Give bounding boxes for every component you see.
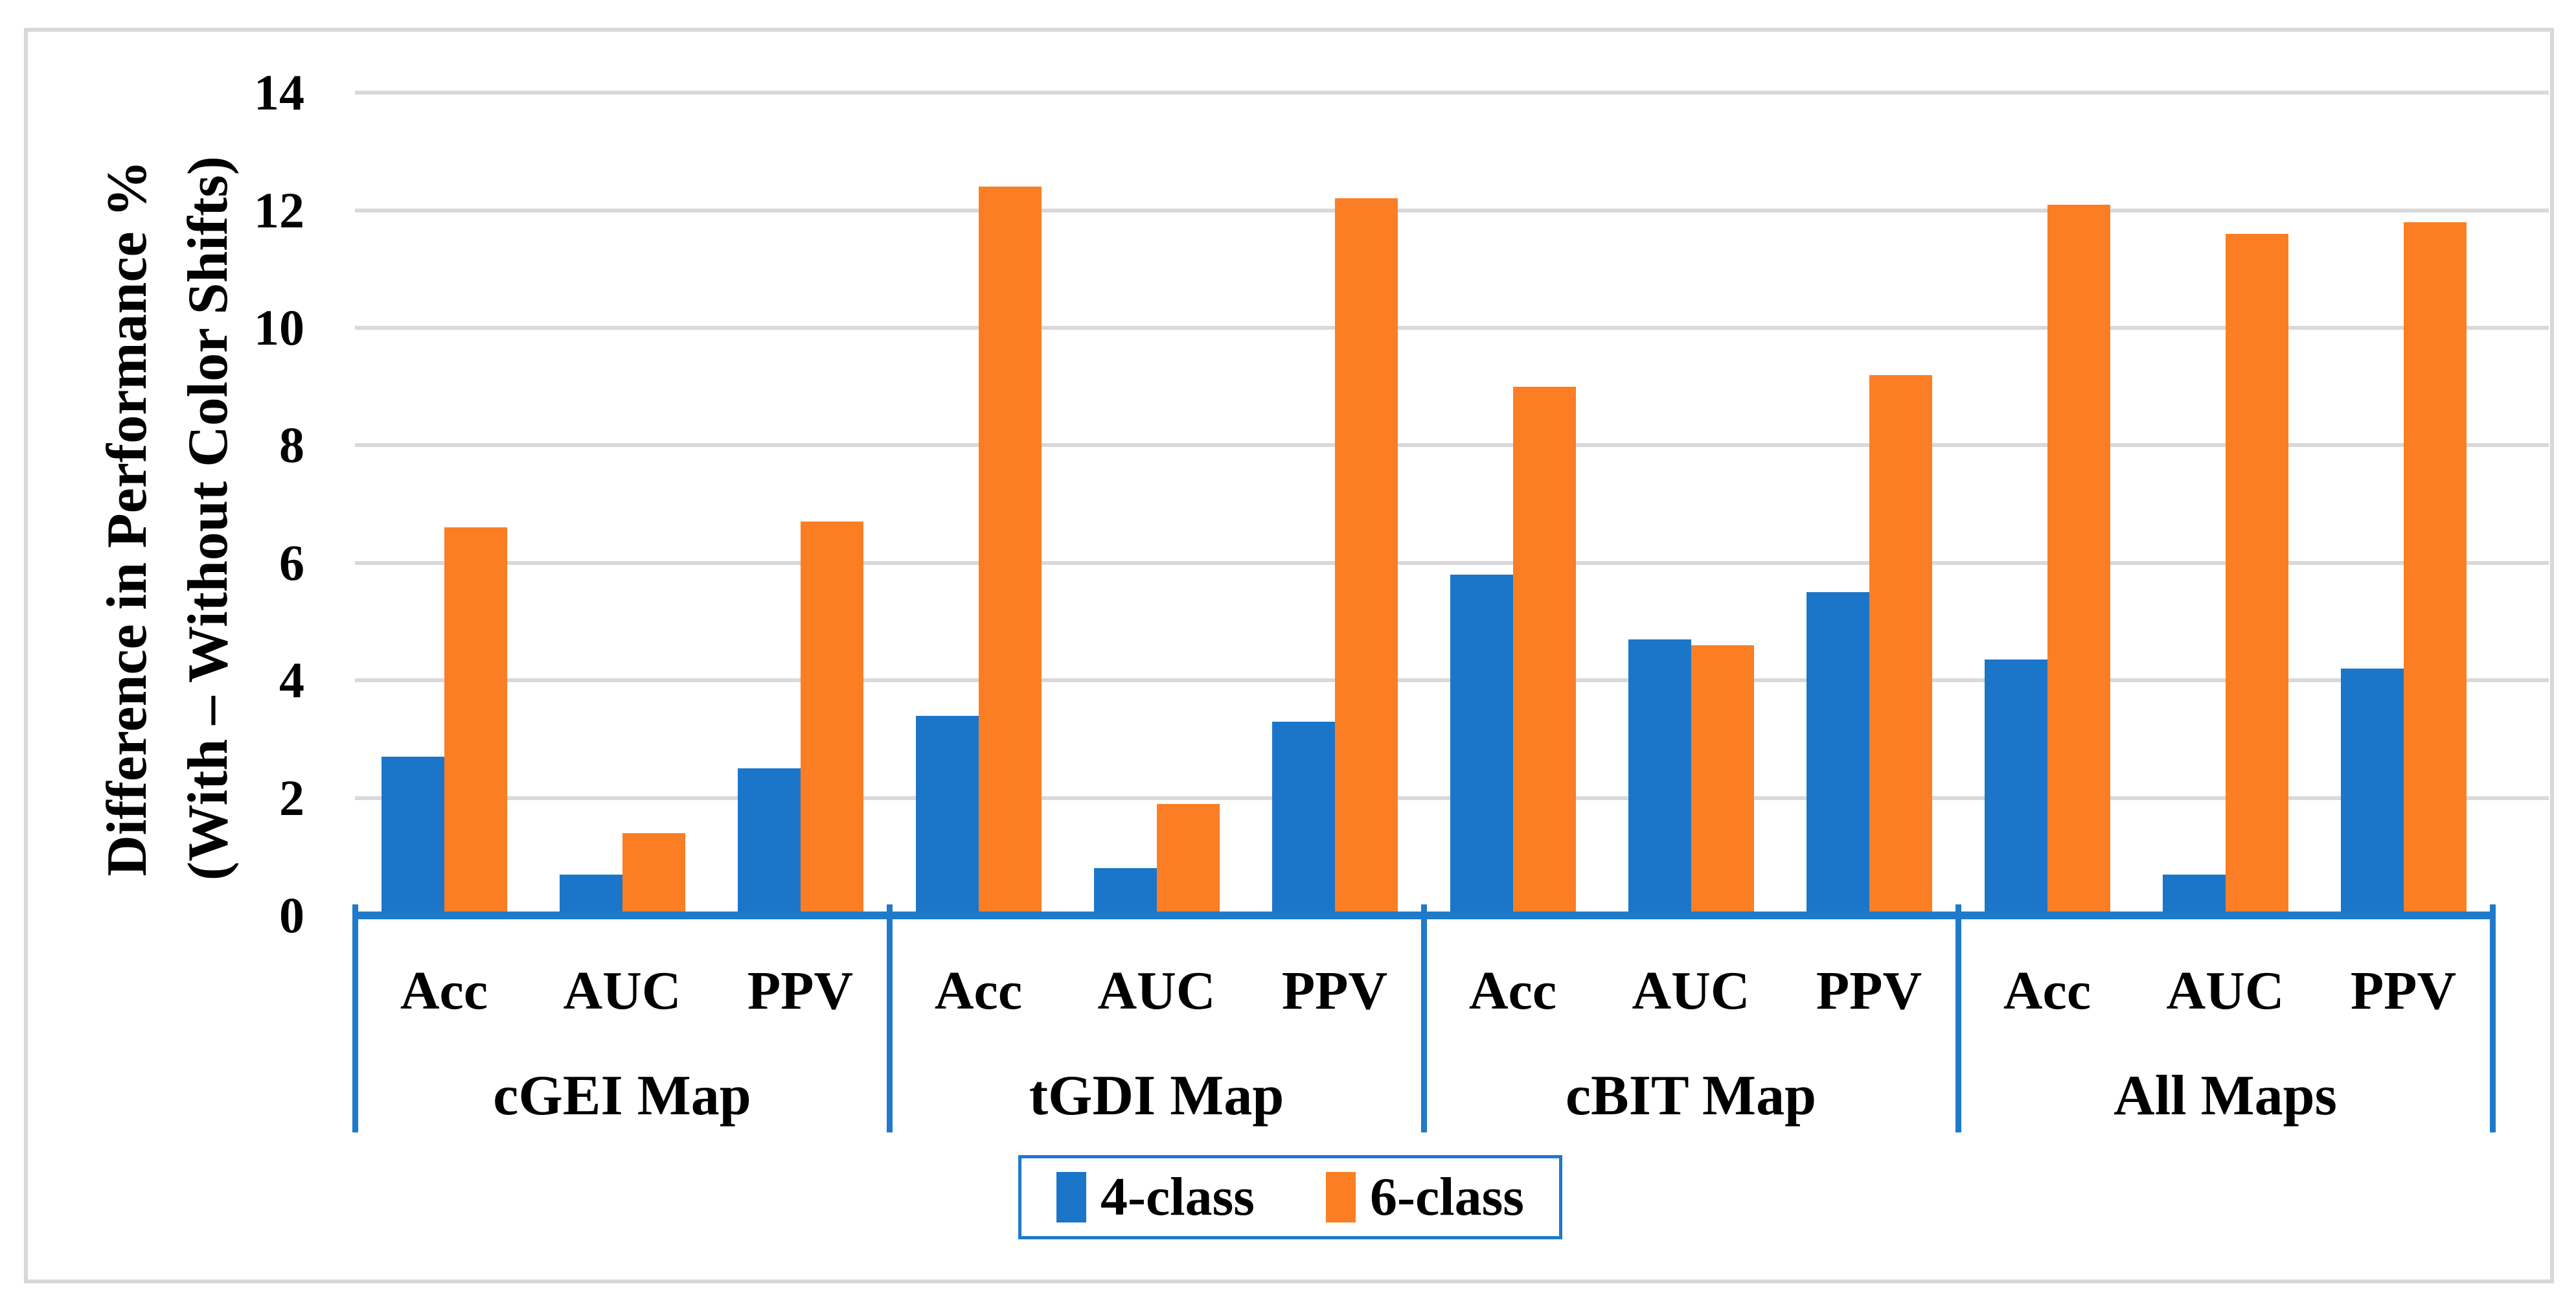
bar-6-class-tgdi-map-auc: [1156, 803, 1220, 915]
gridline-14: [355, 91, 2549, 95]
group-label-cgei-map: cGEI Map: [493, 1064, 751, 1127]
bar-4-class-cbit-map-acc: [1450, 574, 1513, 915]
metric-label-all-maps-acc: Acc: [2003, 961, 2092, 1021]
metric-label-tgdi-map-acc: Acc: [934, 961, 1023, 1021]
gridline-6: [355, 560, 2549, 565]
gridline-8: [355, 443, 2549, 448]
y-axis-tick-label-0: 0: [279, 887, 304, 943]
y-axis-tick-label-8: 8: [279, 417, 304, 474]
y-axis-tick-label-10: 10: [254, 299, 304, 356]
metric-label-cgei-map-acc: Acc: [400, 961, 488, 1021]
legend-label-4-class: 4-class: [1100, 1167, 1255, 1227]
bar-6-class-all-maps-acc: [2047, 204, 2110, 915]
bar-4-class-cgei-map-auc: [559, 874, 622, 915]
bar-4-class-cbit-map-ppv: [1806, 592, 1869, 915]
metric-label-cgei-map-auc: AUC: [563, 961, 681, 1021]
group-label-cbit-map: cBIT Map: [1565, 1064, 1817, 1127]
metric-label-cbit-map-auc: AUC: [1632, 961, 1750, 1021]
category-axis-right-border: [2490, 904, 2496, 1132]
bar-4-class-tgdi-map-acc: [915, 715, 979, 915]
bar-4-class-tgdi-map-ppv: [1271, 721, 1335, 915]
bar-6-class-tgdi-map-ppv: [1334, 198, 1398, 915]
y-axis-tick-label-6: 6: [279, 534, 304, 591]
legend-swatch-4-class: [1056, 1172, 1087, 1222]
category-axis-left-border: [352, 904, 358, 1132]
legend-item-4-class: 4-class: [1056, 1170, 1255, 1224]
bar-4-class-cgei-map-ppv: [737, 768, 801, 915]
bar-4-class-all-maps-acc: [1984, 660, 2047, 915]
metric-label-cgei-map-ppv: PPV: [747, 961, 854, 1021]
metric-label-tgdi-map-auc: AUC: [1097, 961, 1216, 1021]
bar-4-class-tgdi-map-auc: [1093, 868, 1157, 915]
gridline-12: [355, 208, 2549, 212]
metric-label-tgdi-map-ppv: PPV: [1281, 961, 1388, 1021]
bar-6-class-cbit-map-acc: [1512, 386, 1576, 915]
bar-6-class-tgdi-map-acc: [978, 187, 1042, 915]
y-axis-title: Difference in Performance % (With – With…: [87, 13, 256, 1024]
legend-swatch-6-class: [1326, 1172, 1356, 1222]
bar-6-class-cbit-map-ppv: [1869, 374, 1932, 915]
legend-label-6-class: 6-class: [1370, 1167, 1524, 1227]
gridline-10: [355, 326, 2549, 330]
metric-label-cbit-map-ppv: PPV: [1816, 961, 1922, 1021]
bar-6-class-all-maps-ppv: [2403, 222, 2467, 915]
group-separator-2: [1421, 904, 1427, 1132]
y-axis-tick-label-14: 14: [254, 64, 304, 121]
y-axis-title-line-1: Difference in Performance %: [96, 160, 159, 877]
bar-4-class-all-maps-auc: [2162, 874, 2226, 915]
bar-6-class-cgei-map-acc: [444, 527, 507, 915]
bar-6-class-cbit-map-auc: [1691, 645, 1754, 915]
bar-6-class-all-maps-auc: [2225, 233, 2288, 915]
metric-label-all-maps-ppv: PPV: [2350, 961, 2457, 1021]
group-label-tgdi-map: tGDI Map: [1029, 1064, 1284, 1127]
metric-label-all-maps-auc: AUC: [2166, 961, 2285, 1021]
legend-item-6-class: 6-class: [1326, 1170, 1524, 1224]
group-label-all-maps: All Maps: [2114, 1064, 2337, 1127]
metric-label-cbit-map-acc: Acc: [1468, 961, 1557, 1021]
bar-6-class-cgei-map-ppv: [800, 522, 863, 915]
group-separator-1: [887, 904, 893, 1132]
group-separator-3: [1955, 904, 1961, 1132]
y-axis-title-line-2: (With – Without Color Shifts): [176, 155, 240, 881]
bar-4-class-all-maps-ppv: [2340, 669, 2404, 915]
y-axis-tick-label-2: 2: [279, 769, 304, 826]
y-axis-tick-label-4: 4: [279, 652, 304, 709]
bar-4-class-cbit-map-auc: [1628, 639, 1691, 915]
bar-4-class-cgei-map-acc: [381, 757, 444, 915]
bar-6-class-cgei-map-auc: [622, 833, 685, 915]
y-axis-tick-label-12: 12: [254, 181, 304, 238]
legend: 4-class 6-class: [1018, 1155, 1562, 1239]
